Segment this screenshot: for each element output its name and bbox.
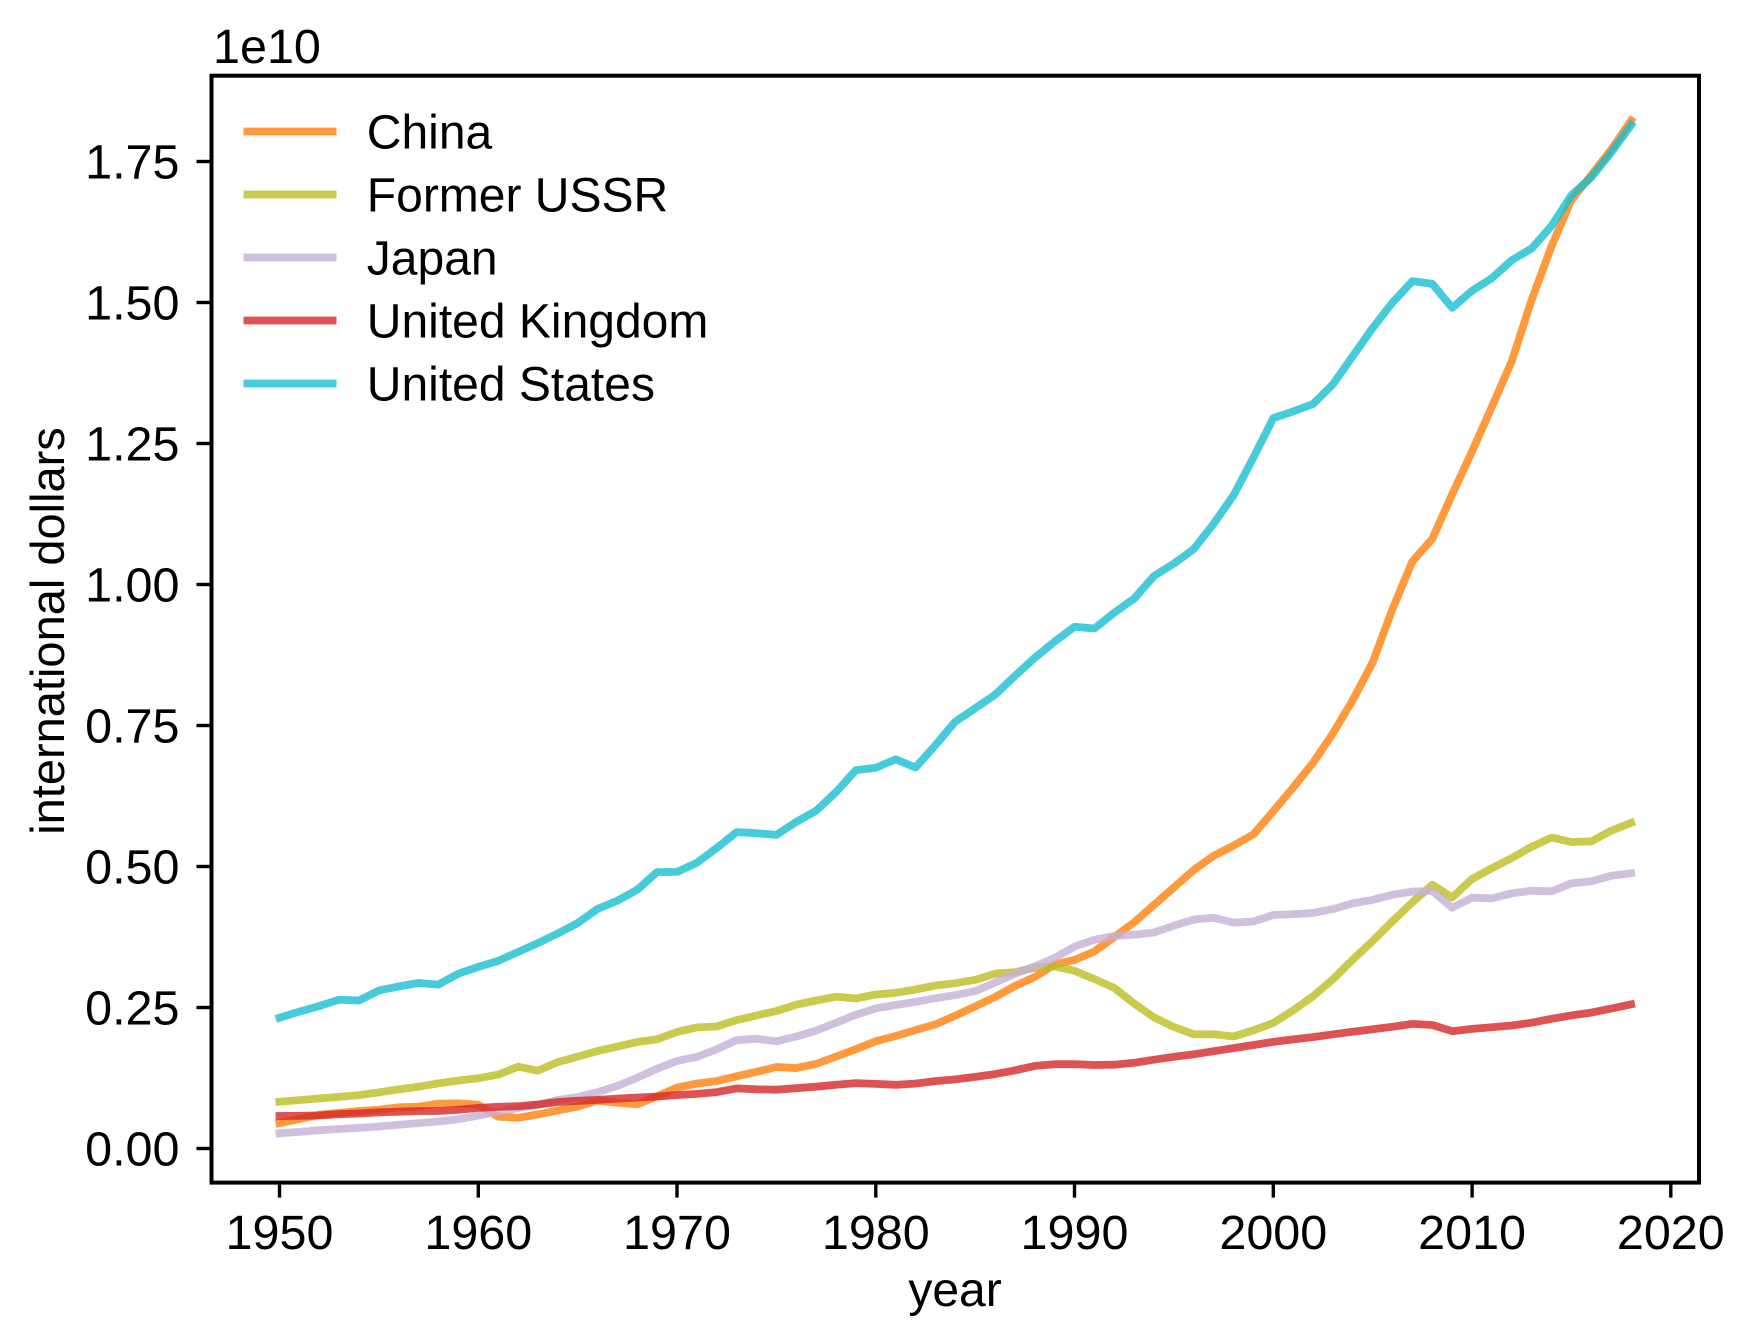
svg-text:1980: 1980: [822, 1206, 930, 1260]
svg-text:0.50: 0.50: [85, 840, 179, 894]
svg-text:0.00: 0.00: [85, 1122, 179, 1176]
svg-text:1950: 1950: [226, 1206, 334, 1260]
svg-text:Japan: Japan: [367, 233, 498, 286]
svg-text:2010: 2010: [1418, 1206, 1526, 1260]
svg-text:0.25: 0.25: [85, 981, 179, 1035]
svg-text:2000: 2000: [1219, 1206, 1327, 1260]
svg-text:0.75: 0.75: [85, 699, 179, 753]
svg-text:2020: 2020: [1617, 1206, 1725, 1260]
svg-text:year: year: [908, 1264, 1001, 1317]
svg-text:1970: 1970: [623, 1206, 731, 1260]
svg-text:1.00: 1.00: [85, 558, 179, 612]
svg-text:international dollars: international dollars: [21, 427, 74, 835]
svg-text:1.75: 1.75: [85, 135, 179, 189]
svg-text:1.50: 1.50: [85, 276, 179, 330]
svg-text:China: China: [367, 107, 493, 160]
svg-text:1.25: 1.25: [85, 417, 179, 471]
svg-text:1960: 1960: [424, 1206, 532, 1260]
svg-text:Former USSR: Former USSR: [367, 170, 668, 223]
svg-text:United Kingdom: United Kingdom: [367, 296, 709, 349]
svg-text:United States: United States: [367, 359, 655, 412]
svg-text:1e10: 1e10: [213, 20, 321, 74]
svg-text:1990: 1990: [1021, 1206, 1129, 1260]
